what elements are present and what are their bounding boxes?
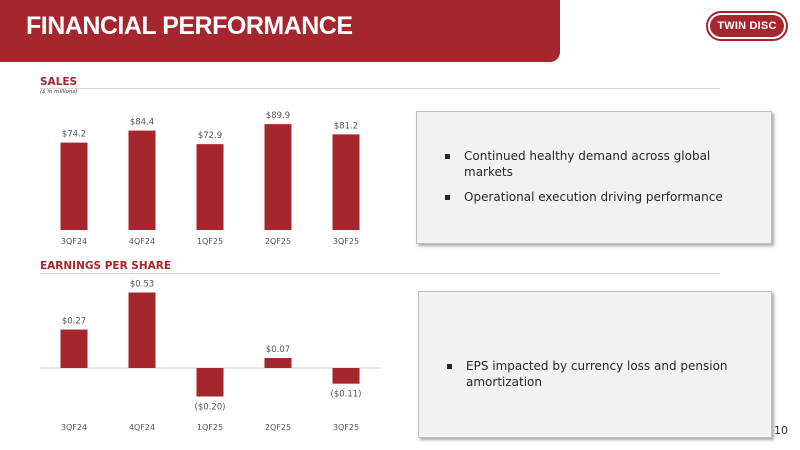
eps-divider <box>40 273 720 274</box>
data-label-3QF24: $0.27 <box>62 317 86 327</box>
bar-1QF25 <box>196 368 224 397</box>
tick-label-2QF25: 2QF25 <box>265 237 291 246</box>
eps-bullet-item: EPS impacted by currency loss and pensio… <box>447 358 755 390</box>
eps-section-title: EARNINGS PER SHARE <box>40 260 172 272</box>
bar-3QF25 <box>332 134 360 230</box>
data-label-4QF24: $84.4 <box>130 118 154 128</box>
sales-units-subtitle: ($ in millions) <box>40 89 78 95</box>
data-label-3QF25: $81.2 <box>334 121 358 131</box>
tick-label-1QF25: 1QF25 <box>197 423 223 432</box>
eps-bullet-list: EPS impacted by currency loss and pensio… <box>447 358 755 399</box>
tick-label-4QF24: 4QF24 <box>129 237 155 246</box>
sales-bullet-list: Continued healthy demand across global m… <box>445 148 755 214</box>
tick-label-3QF25: 3QF25 <box>333 237 359 246</box>
bar-2QF25 <box>264 124 292 230</box>
bar-3QF24 <box>60 142 88 230</box>
logo-badge: TWIN DISC <box>710 15 784 37</box>
sales-bullet-item: Continued healthy demand across global m… <box>445 148 755 180</box>
tick-label-3QF24: 3QF24 <box>61 237 87 246</box>
bar-3QF24 <box>60 329 88 368</box>
bullet-square-icon <box>447 364 452 369</box>
bar-2QF25 <box>264 358 292 368</box>
sales-divider <box>40 88 720 89</box>
tick-label-3QF25: 3QF25 <box>333 423 359 432</box>
bullet-square-icon <box>445 154 450 159</box>
bullet-square-icon <box>445 195 450 200</box>
eps-bar-chart: $0.27 3QF24 $0.53 4QF24 ($0.20) 1QF25 $0.07 2QF… <box>40 279 380 432</box>
sales-commentary-box: Continued healthy demand across global m… <box>416 111 772 244</box>
bar-4QF24 <box>128 130 156 230</box>
sales-section-title: SALES <box>40 76 78 88</box>
sales-bullet-item: Operational execution driving performanc… <box>445 189 755 205</box>
tick-label-3QF24: 3QF24 <box>61 423 87 432</box>
page-number: 10 <box>774 424 788 437</box>
data-label-2QF25: $89.9 <box>266 111 290 121</box>
data-label-2QF25: $0.07 <box>266 345 290 355</box>
tick-label-2QF25: 2QF25 <box>265 423 291 432</box>
bar-3QF25 <box>332 368 360 384</box>
data-label-4QF24: $0.53 <box>130 279 154 289</box>
eps-commentary-box: EPS impacted by currency loss and pensio… <box>418 291 772 438</box>
page-title: FINANCIAL PERFORMANCE <box>26 12 353 40</box>
tick-label-1QF25: 1QF25 <box>197 237 223 246</box>
data-label-1QF25: $72.9 <box>198 131 222 141</box>
bar-4QF24 <box>128 292 156 368</box>
bar-1QF25 <box>196 144 224 230</box>
logo-text: TWIN DISC <box>717 20 777 32</box>
data-label-3QF24: $74.2 <box>62 130 86 140</box>
twin-disc-logo: TWIN DISC <box>706 11 788 41</box>
data-label-3QF25: ($0.11) <box>331 390 362 400</box>
data-label-1QF25: ($0.20) <box>195 402 226 412</box>
tick-label-4QF24: 4QF24 <box>129 423 155 432</box>
title-banner: FINANCIAL PERFORMANCE <box>0 0 560 62</box>
sales-bar-chart: $74.2 3QF24 $84.4 4QF24 $72.9 1QF25 $89.9 2QF25… <box>60 111 360 246</box>
